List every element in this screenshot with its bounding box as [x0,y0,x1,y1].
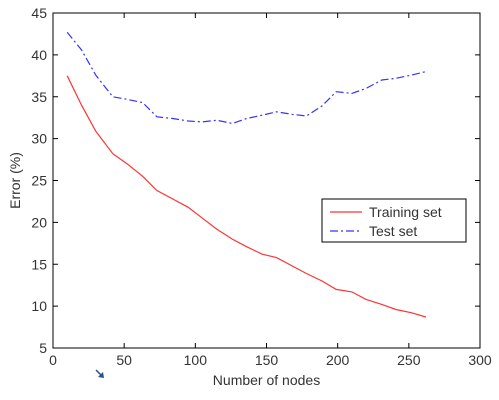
y-tick-label: 35 [31,89,47,105]
series-line-1 [66,31,427,125]
cursor-arrow-head [98,372,104,378]
y-tick-label: 10 [31,298,47,314]
y-tick-label: 20 [31,214,47,230]
y-tick-label: 25 [31,173,47,189]
y-tick-label: 40 [31,47,47,63]
x-axis-title: Number of nodes [213,372,320,388]
legend: Training set Test set [321,198,467,243]
x-tick-label: 150 [255,352,279,368]
legend-box [321,198,467,243]
x-tick-label: 100 [184,352,208,368]
y-tick-label: 30 [31,131,47,147]
legend-label-0: Training set [369,204,442,220]
x-tick-label: 0 [49,352,57,368]
legend-label-1: Test set [369,223,417,239]
y-axis-title: Error (%) [7,152,23,209]
x-tick-label: 250 [397,352,421,368]
y-tick-label: 45 [31,5,47,21]
y-tick-label: 15 [31,256,47,272]
plot-frame [52,12,481,349]
cursor-arrow-icon [95,369,104,378]
y-tick-label: 5 [39,340,47,356]
x-tick-label: 50 [116,352,132,368]
x-tick-label: 200 [326,352,350,368]
series-line-0 [66,75,427,318]
x-tick-label: 300 [468,352,492,368]
